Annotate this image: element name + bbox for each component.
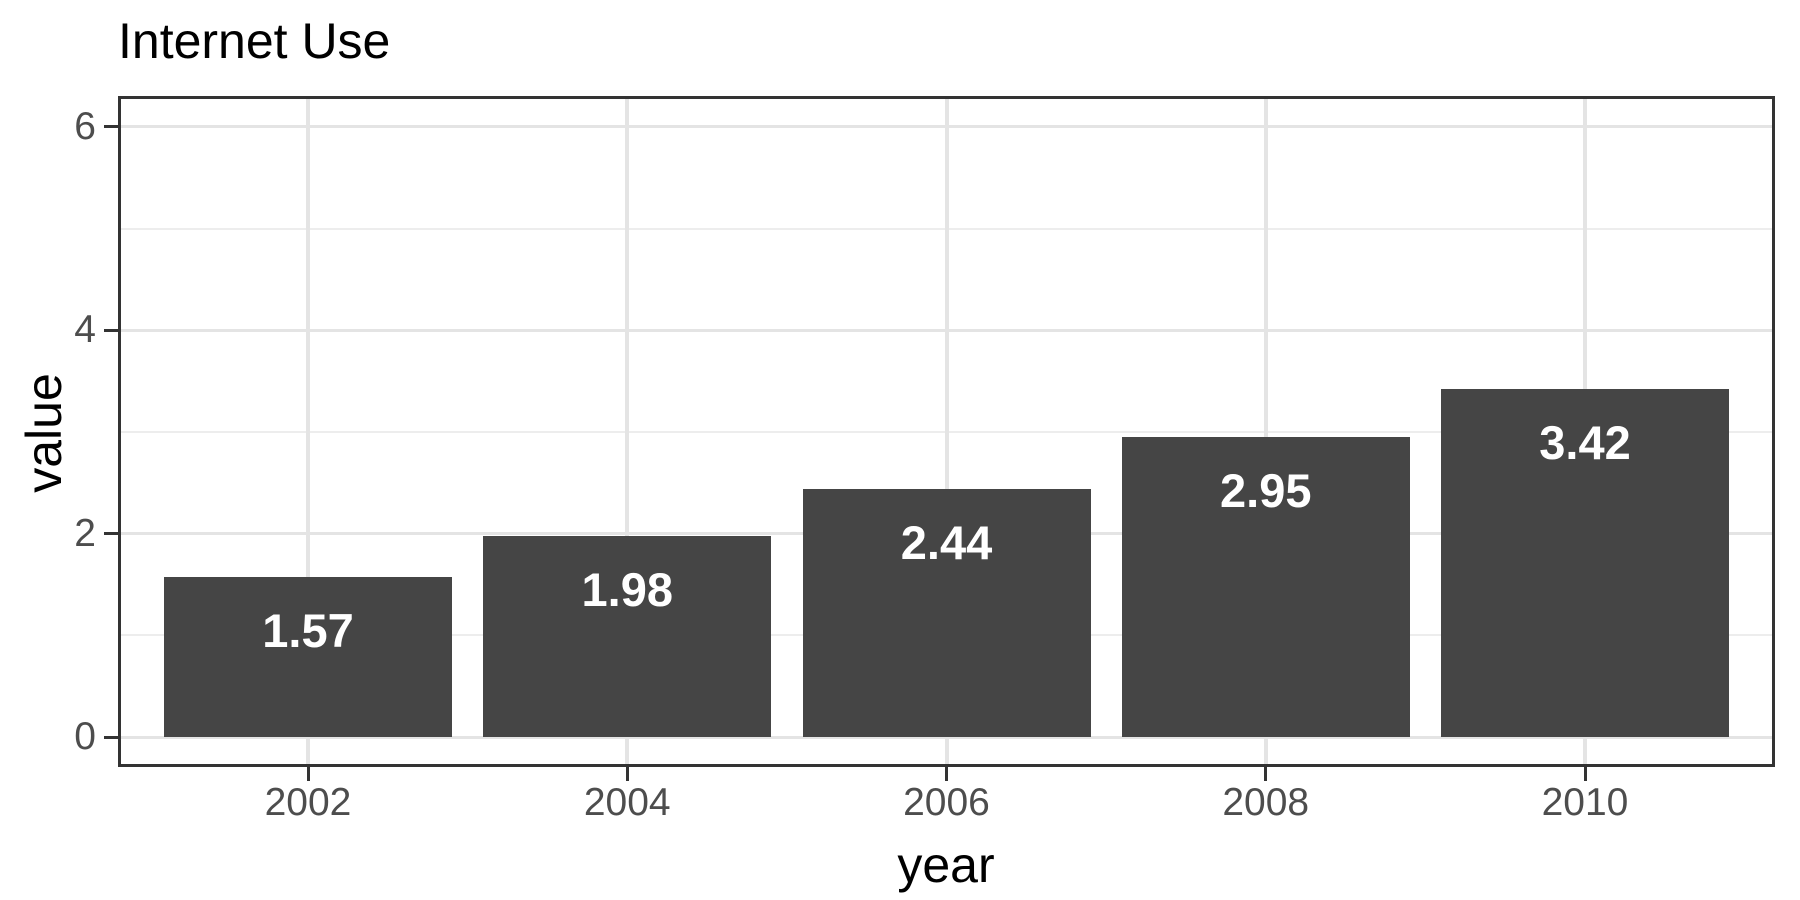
x-tick-mark — [306, 767, 310, 781]
y-tick-label: 4 — [74, 308, 96, 352]
bar-value-label: 2.95 — [1220, 464, 1312, 518]
bar-value-label: 1.98 — [581, 562, 673, 616]
y-tick-mark — [104, 328, 118, 332]
bar-value-label: 2.44 — [900, 515, 993, 569]
x-tick-mark — [1264, 767, 1268, 781]
bar-2006 — [802, 488, 1091, 737]
x-major-gridline — [625, 96, 630, 767]
x-major-gridline — [1263, 96, 1268, 767]
x-tick-mark — [625, 767, 629, 781]
x-tick-mark — [945, 767, 948, 781]
x-tick-label: 2002 — [264, 781, 352, 824]
y-tick-mark — [104, 532, 118, 536]
bar-value-label: 1.57 — [262, 604, 354, 658]
x-tick-label: 2006 — [903, 781, 990, 824]
bar-2010 — [1441, 389, 1729, 737]
bar-2004 — [483, 535, 772, 737]
x-axis-title: year — [897, 837, 995, 893]
y-axis-title: value — [16, 373, 72, 493]
x-tick-label: 2008 — [1222, 781, 1310, 824]
bar-value-label: 3.42 — [1539, 416, 1631, 470]
y-tick-label: 0 — [74, 715, 96, 758]
x-tick-label: 2004 — [583, 781, 671, 824]
x-tick-mark — [1583, 767, 1587, 781]
y-tick-label: 2 — [74, 511, 96, 555]
plot-panel: 1.57 1.98 2.44 2.95 3.42 — [118, 96, 1775, 767]
x-tick-label: 2010 — [1541, 781, 1629, 824]
bar-2008 — [1121, 437, 1410, 737]
x-major-gridline — [306, 96, 310, 767]
x-major-gridline — [944, 96, 949, 767]
y-tick-label: 6 — [74, 104, 96, 148]
y-tick-mark — [104, 125, 118, 129]
y-tick-mark — [104, 735, 118, 739]
bar-2002 — [164, 577, 452, 737]
plot-title: Internet Use — [118, 13, 391, 69]
